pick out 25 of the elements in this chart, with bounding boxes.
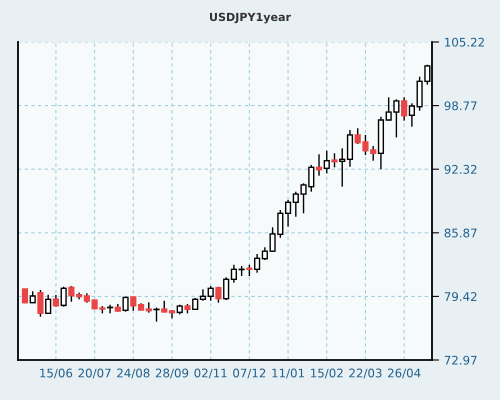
chart-title: USDJPY1year bbox=[210, 12, 291, 24]
y-tick-label: 98.77 bbox=[444, 101, 477, 110]
candlestick bbox=[122, 296, 129, 312]
y-tick-label: 92.32 bbox=[444, 164, 476, 174]
candlestick bbox=[176, 304, 183, 316]
x-tick-label: 15/06 bbox=[40, 368, 72, 378]
candlestick bbox=[254, 253, 260, 274]
y-tick-label: 85.87 bbox=[444, 228, 477, 238]
x-tick-label: 28/09 bbox=[156, 368, 188, 378]
x-tick-label: 20/07 bbox=[78, 368, 111, 378]
x-tick-label: 11/01 bbox=[272, 368, 304, 378]
x-tick-label: 26/04 bbox=[388, 368, 420, 378]
x-tick-label: 22/03 bbox=[349, 368, 382, 378]
x-tick-label: 15/02 bbox=[311, 368, 343, 378]
x-tick-label: 07/12 bbox=[233, 368, 266, 378]
x-tick-label: 02/11 bbox=[194, 368, 227, 378]
candlestick bbox=[60, 286, 67, 308]
candlestick bbox=[45, 294, 52, 314]
y-tick-label: 72.97 bbox=[444, 356, 477, 365]
candlestick bbox=[30, 290, 36, 304]
y-tick-label: 105.22 bbox=[445, 38, 484, 47]
y-tick-label: 79.42 bbox=[444, 292, 476, 302]
x-tick-label: 24/08 bbox=[117, 368, 150, 378]
candlestick bbox=[153, 306, 160, 322]
candlestick bbox=[324, 150, 330, 174]
